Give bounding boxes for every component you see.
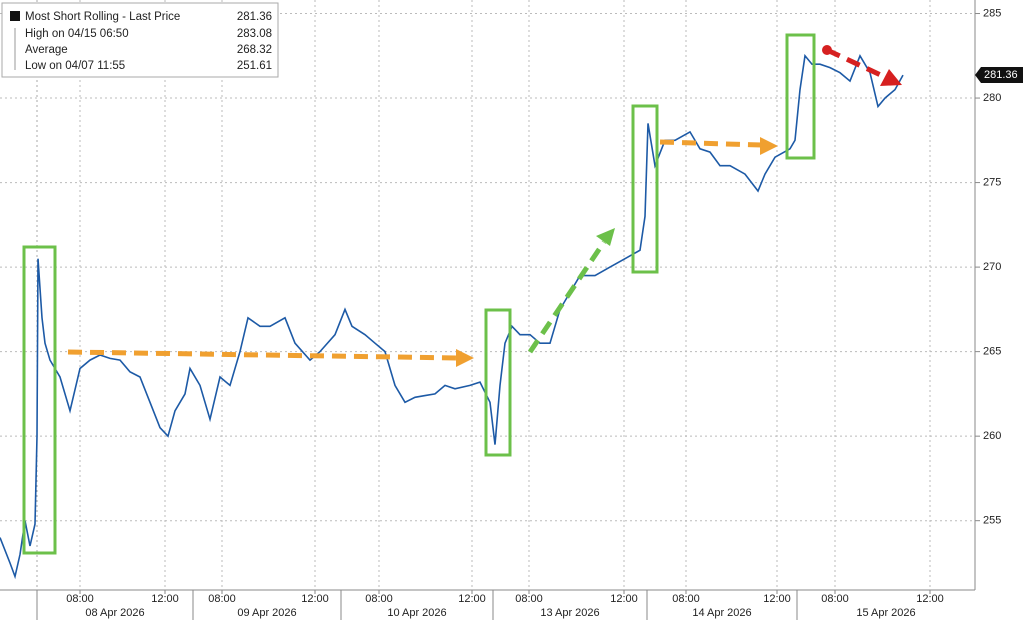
x-tick-label: 12:00 xyxy=(151,593,179,605)
arrow xyxy=(527,240,607,354)
legend-box xyxy=(1,2,279,78)
x-tick-label: 12:00 xyxy=(916,593,944,605)
y-tick-label: 270 xyxy=(983,261,1001,273)
x-tick-label: 08:00 xyxy=(672,593,700,605)
highlight-box xyxy=(785,33,816,160)
last-price-marker xyxy=(975,67,1023,84)
x-tick-label: 12:00 xyxy=(610,593,638,605)
legend-label: Low on 04/07 11:55 xyxy=(25,60,125,72)
y-tick-label: 280 xyxy=(983,92,1001,104)
last-price-label: 281.36 xyxy=(984,69,1018,81)
date-label: 13 Apr 2026 xyxy=(540,607,599,619)
highlight-box xyxy=(22,245,57,555)
date-label: 08 Apr 2026 xyxy=(85,607,144,619)
x-tick-label: 12:00 xyxy=(301,593,329,605)
x-tick-label: 12:00 xyxy=(458,593,486,605)
date-label: 09 Apr 2026 xyxy=(237,607,296,619)
arrow xyxy=(659,139,763,148)
arrow-head xyxy=(880,69,902,86)
date-label: 14 Apr 2026 xyxy=(692,607,751,619)
x-tick-label: 08:00 xyxy=(208,593,236,605)
price-line xyxy=(0,53,904,580)
arrow xyxy=(825,47,887,80)
legend-value: 281.36 xyxy=(237,11,272,23)
y-tick-label: 285 xyxy=(983,7,1001,19)
x-tick-label: 08:00 xyxy=(365,593,393,605)
y-tick-label: 265 xyxy=(983,346,1001,358)
last-price-tag: 281.36 xyxy=(975,67,1023,84)
plot-area: 255 260 265 270 275 280 285 08:00 12:00 08:00 12:0… xyxy=(0,0,1001,620)
arrow-head xyxy=(456,349,474,367)
legend-value: 268.32 xyxy=(237,44,272,56)
x-tick-label: 12:00 xyxy=(763,593,791,605)
y-tick-label: 260 xyxy=(983,430,1001,442)
x-tick-label: 08:00 xyxy=(66,593,94,605)
highlight-box xyxy=(484,308,512,457)
x-tick-label: 08:00 xyxy=(821,593,849,605)
legend-swatch xyxy=(10,11,20,21)
legend-value: 251.61 xyxy=(237,60,272,72)
date-label: 10 Apr 2026 xyxy=(387,607,446,619)
y-tick-label: 255 xyxy=(983,515,1001,527)
legend-label: Average xyxy=(25,44,68,56)
highlight-box xyxy=(631,104,659,274)
date-label: 15 Apr 2026 xyxy=(856,607,915,619)
arrow-head xyxy=(596,228,615,246)
x-tick-label: 08:00 xyxy=(515,593,543,605)
legend-label: High on 04/15 06:50 xyxy=(25,28,129,40)
annotations xyxy=(22,33,902,555)
y-tick-label: 275 xyxy=(983,176,1001,188)
legend-value: 283.08 xyxy=(237,28,272,40)
legend-label: Most Short Rolling - Last Price xyxy=(25,11,180,23)
arrow-head xyxy=(760,137,778,155)
legend: Most Short Rolling - Last Price 281.36 H… xyxy=(1,2,279,78)
